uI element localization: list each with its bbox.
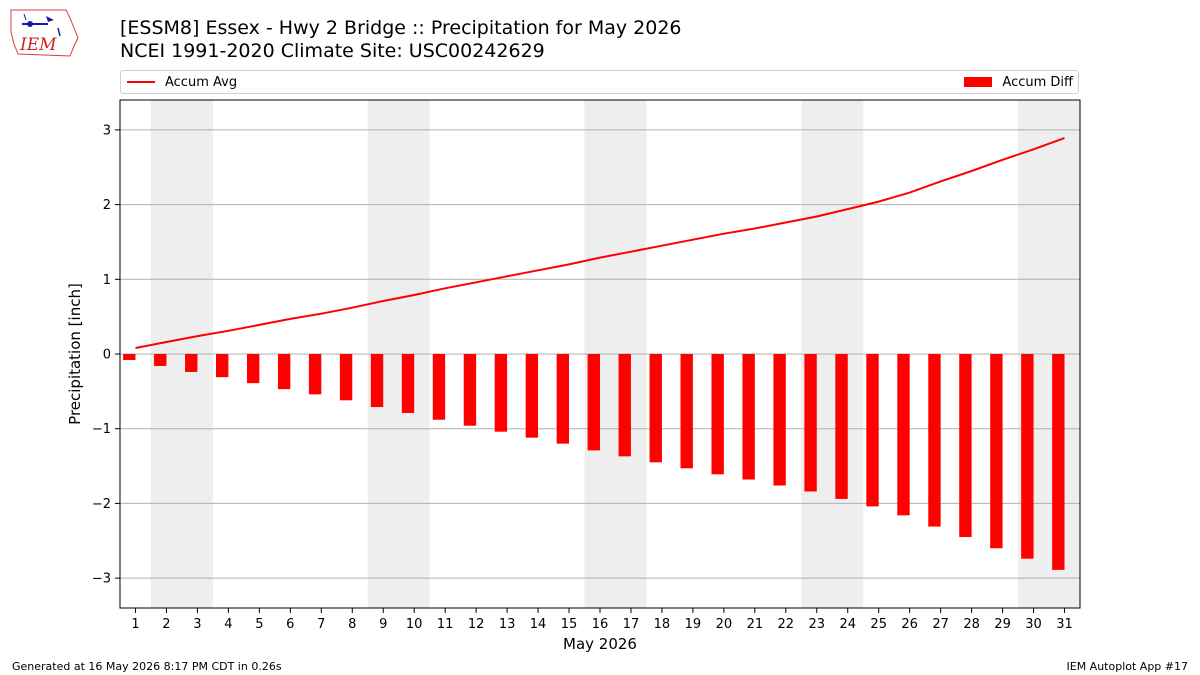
bar-accum-diff (246, 354, 260, 384)
x-tick-label: 29 (994, 617, 1011, 632)
x-tick-label: 5 (255, 617, 263, 632)
y-tick-label: 0 (103, 348, 111, 363)
bar-accum-diff (897, 354, 910, 516)
x-tick-label: 15 (561, 617, 578, 632)
bar-accum-diff (277, 354, 291, 390)
bar-accum-diff (742, 354, 755, 480)
y-tick-label: −3 (92, 572, 111, 587)
footer-app-text: IEM Autoplot App #17 (1066, 660, 1189, 673)
bar-accum-diff (1021, 354, 1034, 559)
bar-accum-diff (1052, 354, 1065, 570)
x-tick-label: 9 (379, 617, 387, 632)
x-tick-label: 14 (530, 617, 547, 632)
bar-accum-diff (216, 354, 229, 378)
bar-accum-diff (185, 354, 198, 372)
x-tick-label: 21 (747, 617, 764, 632)
bar-accum-diff (432, 354, 446, 420)
x-tick-label: 10 (406, 617, 423, 632)
bar-accum-diff (835, 354, 848, 499)
x-tick-label: 19 (685, 617, 702, 632)
bar-accum-diff (680, 354, 693, 469)
x-axis-label: May 2026 (563, 635, 637, 653)
x-tick-label: 13 (499, 617, 516, 632)
legend-label-accum-avg: Accum Avg (165, 74, 238, 90)
bar-accum-diff (928, 354, 941, 527)
x-tick-label: 31 (1056, 617, 1073, 632)
bar-accum-diff (339, 354, 353, 401)
y-tick-label: −1 (92, 422, 111, 437)
x-tick-label: 22 (778, 617, 795, 632)
chart-title: [ESSM8] Essex - Hwy 2 Bridge :: Precipit… (120, 17, 682, 39)
chart-legend: Accum Avg Accum Diff (120, 70, 1079, 94)
bar-accum-diff (308, 354, 322, 395)
bar-accum-diff (370, 354, 384, 408)
x-tick-label: 25 (870, 617, 887, 632)
bar-accum-diff (959, 354, 972, 538)
bar-accum-diff (711, 354, 724, 475)
x-tick-label: 11 (437, 617, 454, 632)
legend-item-accum-diff: Accum Diff (964, 71, 1073, 93)
x-tick-label: 24 (839, 617, 856, 632)
bar-accum-diff (556, 354, 570, 444)
y-tick-label: 1 (103, 273, 111, 288)
x-tick-label: 2 (162, 617, 170, 632)
legend-item-accum-avg: Accum Avg (127, 71, 237, 93)
bar-accum-diff (494, 354, 508, 432)
x-tick-label: 20 (716, 617, 733, 632)
x-tick-label: 8 (348, 617, 356, 632)
x-tick-label: 28 (963, 617, 980, 632)
iem-logo-icon: IEM (10, 9, 79, 57)
x-tick-label: 30 (1025, 617, 1042, 632)
x-tick-label: 1 (131, 617, 139, 632)
bar-accum-diff (525, 354, 539, 438)
bar-accum-diff (804, 354, 817, 492)
legend-line-swatch (127, 81, 155, 83)
bar-accum-diff (154, 354, 167, 366)
legend-label-accum-diff: Accum Diff (1002, 74, 1073, 90)
x-tick-label: 17 (623, 617, 640, 632)
bar-accum-diff (463, 354, 477, 426)
bar-accum-diff (618, 354, 631, 457)
legend-bar-swatch (964, 77, 993, 87)
y-tick-label: −2 (92, 497, 111, 512)
x-tick-label: 3 (193, 617, 201, 632)
x-tick-label: 12 (468, 617, 485, 632)
bar-accum-diff (401, 354, 415, 414)
footer-generated-text: Generated at 16 May 2026 8:17 PM CDT in … (12, 660, 282, 673)
x-tick-label: 16 (592, 617, 609, 632)
chart-subtitle: NCEI 1991-2020 Climate Site: USC00242629 (120, 40, 545, 62)
x-tick-label: 6 (286, 617, 294, 632)
x-tick-label: 27 (932, 617, 949, 632)
svg-text:IEM: IEM (19, 35, 57, 55)
x-tick-label: 26 (901, 617, 918, 632)
x-tick-label: 18 (654, 617, 671, 632)
x-tick-label: 4 (224, 617, 232, 632)
bar-accum-diff (866, 354, 879, 507)
bar-accum-diff (649, 354, 662, 463)
bar-accum-diff (587, 354, 600, 451)
y-tick-label: 3 (103, 123, 111, 138)
bar-accum-diff (990, 354, 1003, 549)
y-axis-label: Precipitation [inch] (66, 283, 84, 425)
bar-accum-diff (773, 354, 786, 486)
y-tick-label: 2 (103, 198, 111, 213)
x-tick-label: 7 (317, 617, 325, 632)
x-tick-label: 23 (809, 617, 826, 632)
bar-accum-diff (123, 354, 136, 360)
line-accum-avg (135, 137, 1065, 349)
